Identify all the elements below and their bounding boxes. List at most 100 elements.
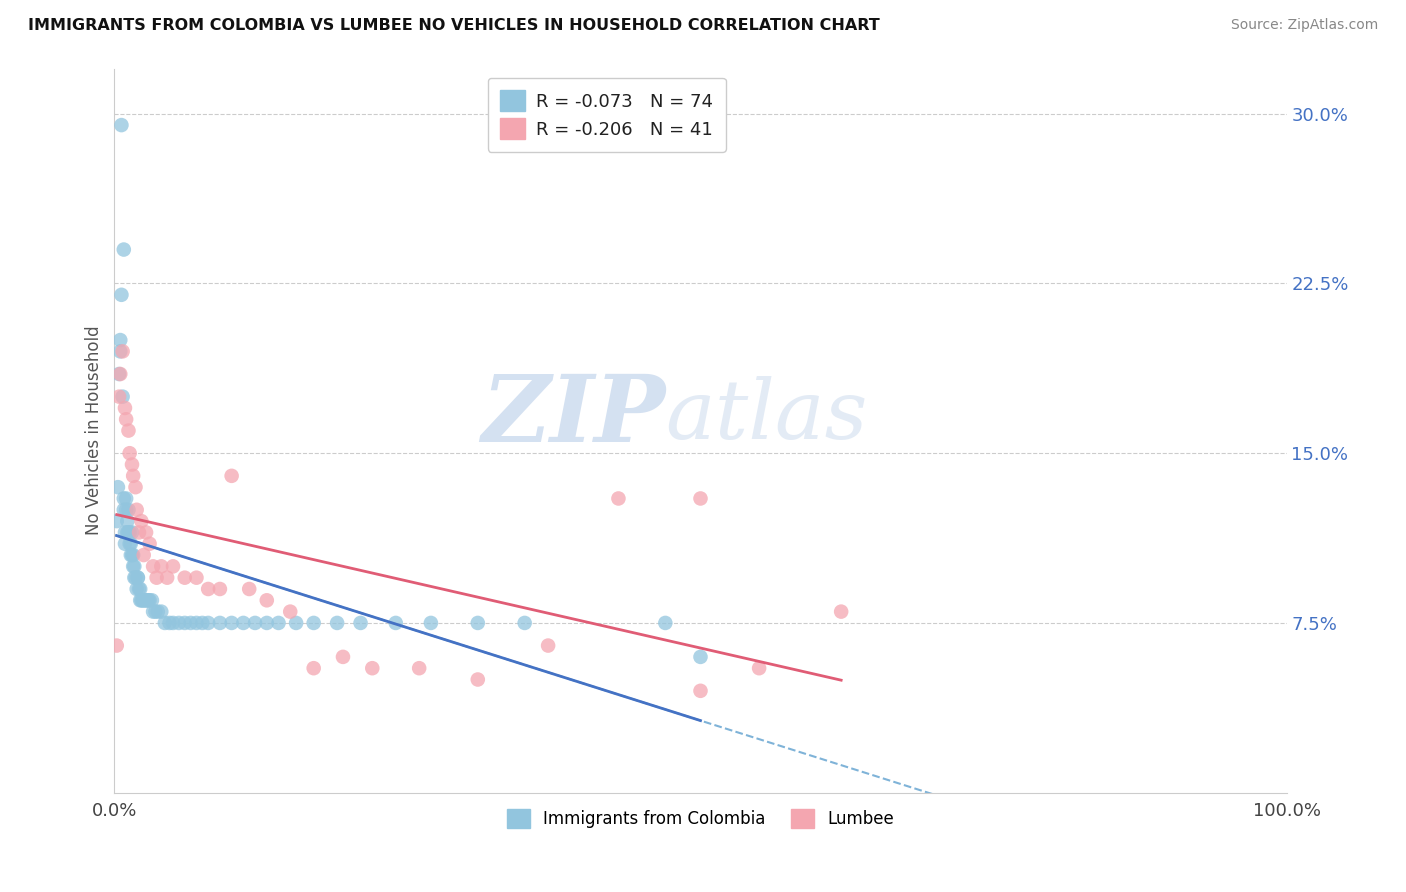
Point <box>361 661 384 675</box>
Point <box>105 514 128 528</box>
Point <box>117 525 139 540</box>
Point <box>131 514 153 528</box>
Point <box>112 503 135 517</box>
Point <box>326 615 349 630</box>
Point <box>127 571 149 585</box>
Point <box>118 525 141 540</box>
Point <box>197 615 219 630</box>
Point <box>419 615 441 630</box>
Point <box>159 615 181 630</box>
Point <box>142 559 165 574</box>
Point <box>173 571 195 585</box>
Point <box>408 661 430 675</box>
Point <box>162 615 184 630</box>
Point <box>238 582 260 596</box>
Point <box>131 593 153 607</box>
Point <box>167 615 190 630</box>
Point <box>349 615 371 630</box>
Point <box>256 593 278 607</box>
Legend: Immigrants from Colombia, Lumbee: Immigrants from Colombia, Lumbee <box>501 803 901 835</box>
Point <box>150 605 173 619</box>
Point <box>384 615 406 630</box>
Point <box>689 683 711 698</box>
Point <box>111 390 134 404</box>
Point <box>112 243 135 257</box>
Point <box>114 525 136 540</box>
Text: Source: ZipAtlas.com: Source: ZipAtlas.com <box>1230 18 1378 32</box>
Point <box>124 571 146 585</box>
Point <box>208 615 231 630</box>
Point <box>128 582 150 596</box>
Point <box>122 548 145 562</box>
Point <box>162 559 184 574</box>
Point <box>120 537 142 551</box>
Point <box>108 367 131 381</box>
Point <box>129 593 152 607</box>
Point <box>134 593 156 607</box>
Point <box>122 468 145 483</box>
Point <box>111 344 134 359</box>
Point <box>132 593 155 607</box>
Point <box>156 571 179 585</box>
Point <box>467 615 489 630</box>
Point <box>256 615 278 630</box>
Point <box>607 491 630 506</box>
Point <box>118 446 141 460</box>
Point <box>142 605 165 619</box>
Point <box>221 615 243 630</box>
Point <box>180 615 202 630</box>
Point <box>830 605 852 619</box>
Point <box>208 582 231 596</box>
Text: ZIP: ZIP <box>481 371 665 461</box>
Point <box>107 480 129 494</box>
Point <box>110 367 132 381</box>
Point <box>110 118 132 132</box>
Point <box>127 571 149 585</box>
Point <box>689 649 711 664</box>
Point <box>138 593 160 607</box>
Point <box>121 525 143 540</box>
Point <box>186 571 208 585</box>
Point <box>302 615 325 630</box>
Point <box>285 615 308 630</box>
Point <box>110 333 132 347</box>
Point <box>117 424 139 438</box>
Point <box>115 491 138 506</box>
Point <box>114 537 136 551</box>
Point <box>467 673 489 687</box>
Point <box>110 344 132 359</box>
Point <box>124 571 146 585</box>
Point <box>173 615 195 630</box>
Point <box>138 537 160 551</box>
Point <box>146 605 169 619</box>
Point <box>197 582 219 596</box>
Point <box>537 639 560 653</box>
Point <box>135 593 157 607</box>
Text: atlas: atlas <box>665 376 868 456</box>
Text: IMMIGRANTS FROM COLOMBIA VS LUMBEE NO VEHICLES IN HOUSEHOLD CORRELATION CHART: IMMIGRANTS FROM COLOMBIA VS LUMBEE NO VE… <box>28 18 880 33</box>
Point <box>121 458 143 472</box>
Point <box>150 559 173 574</box>
Point <box>108 390 131 404</box>
Point <box>267 615 290 630</box>
Point <box>129 582 152 596</box>
Point <box>125 582 148 596</box>
Y-axis label: No Vehicles in Household: No Vehicles in Household <box>86 326 103 535</box>
Point <box>131 593 153 607</box>
Point <box>121 548 143 562</box>
Point <box>689 491 711 506</box>
Point <box>135 525 157 540</box>
Point <box>278 605 301 619</box>
Point <box>118 537 141 551</box>
Point <box>141 593 163 607</box>
Point <box>136 593 159 607</box>
Point <box>115 503 138 517</box>
Point <box>115 412 138 426</box>
Point <box>145 605 167 619</box>
Point <box>243 615 266 630</box>
Point <box>186 615 208 630</box>
Point <box>748 661 770 675</box>
Point <box>332 649 354 664</box>
Point <box>513 615 536 630</box>
Point <box>117 503 139 517</box>
